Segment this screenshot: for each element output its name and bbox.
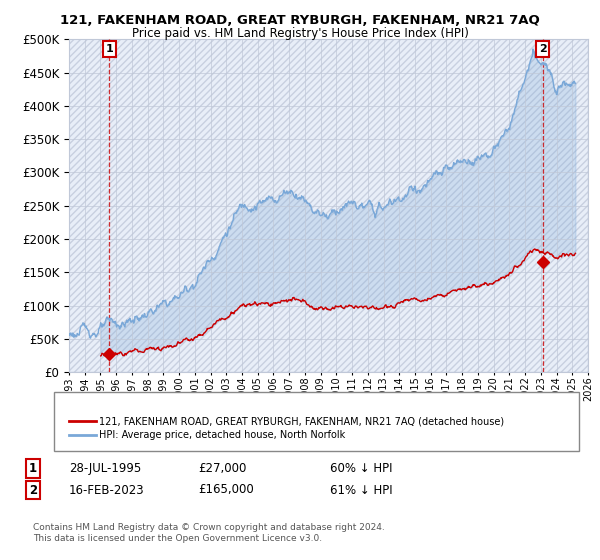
Text: 1: 1 [29,462,37,475]
Text: 121, FAKENHAM ROAD, GREAT RYBURGH, FAKENHAM, NR21 7AQ: 121, FAKENHAM ROAD, GREAT RYBURGH, FAKEN… [60,14,540,27]
Text: 28-JUL-1995: 28-JUL-1995 [69,462,141,475]
Text: 16-FEB-2023: 16-FEB-2023 [69,483,145,497]
Text: 2: 2 [29,483,37,497]
Text: HPI: Average price, detached house, North Norfolk: HPI: Average price, detached house, Nort… [99,430,345,440]
Text: £165,000: £165,000 [198,483,254,497]
Text: Contains HM Land Registry data © Crown copyright and database right 2024.: Contains HM Land Registry data © Crown c… [33,523,385,532]
Text: 61% ↓ HPI: 61% ↓ HPI [330,483,392,497]
Text: 121, FAKENHAM ROAD, GREAT RYBURGH, FAKENHAM, NR21 7AQ (detached house): 121, FAKENHAM ROAD, GREAT RYBURGH, FAKEN… [99,416,504,426]
Text: Price paid vs. HM Land Registry's House Price Index (HPI): Price paid vs. HM Land Registry's House … [131,27,469,40]
Text: £27,000: £27,000 [198,462,247,475]
Text: 2: 2 [539,44,547,54]
Text: 1: 1 [106,44,113,54]
Text: 60% ↓ HPI: 60% ↓ HPI [330,462,392,475]
Text: This data is licensed under the Open Government Licence v3.0.: This data is licensed under the Open Gov… [33,534,322,543]
